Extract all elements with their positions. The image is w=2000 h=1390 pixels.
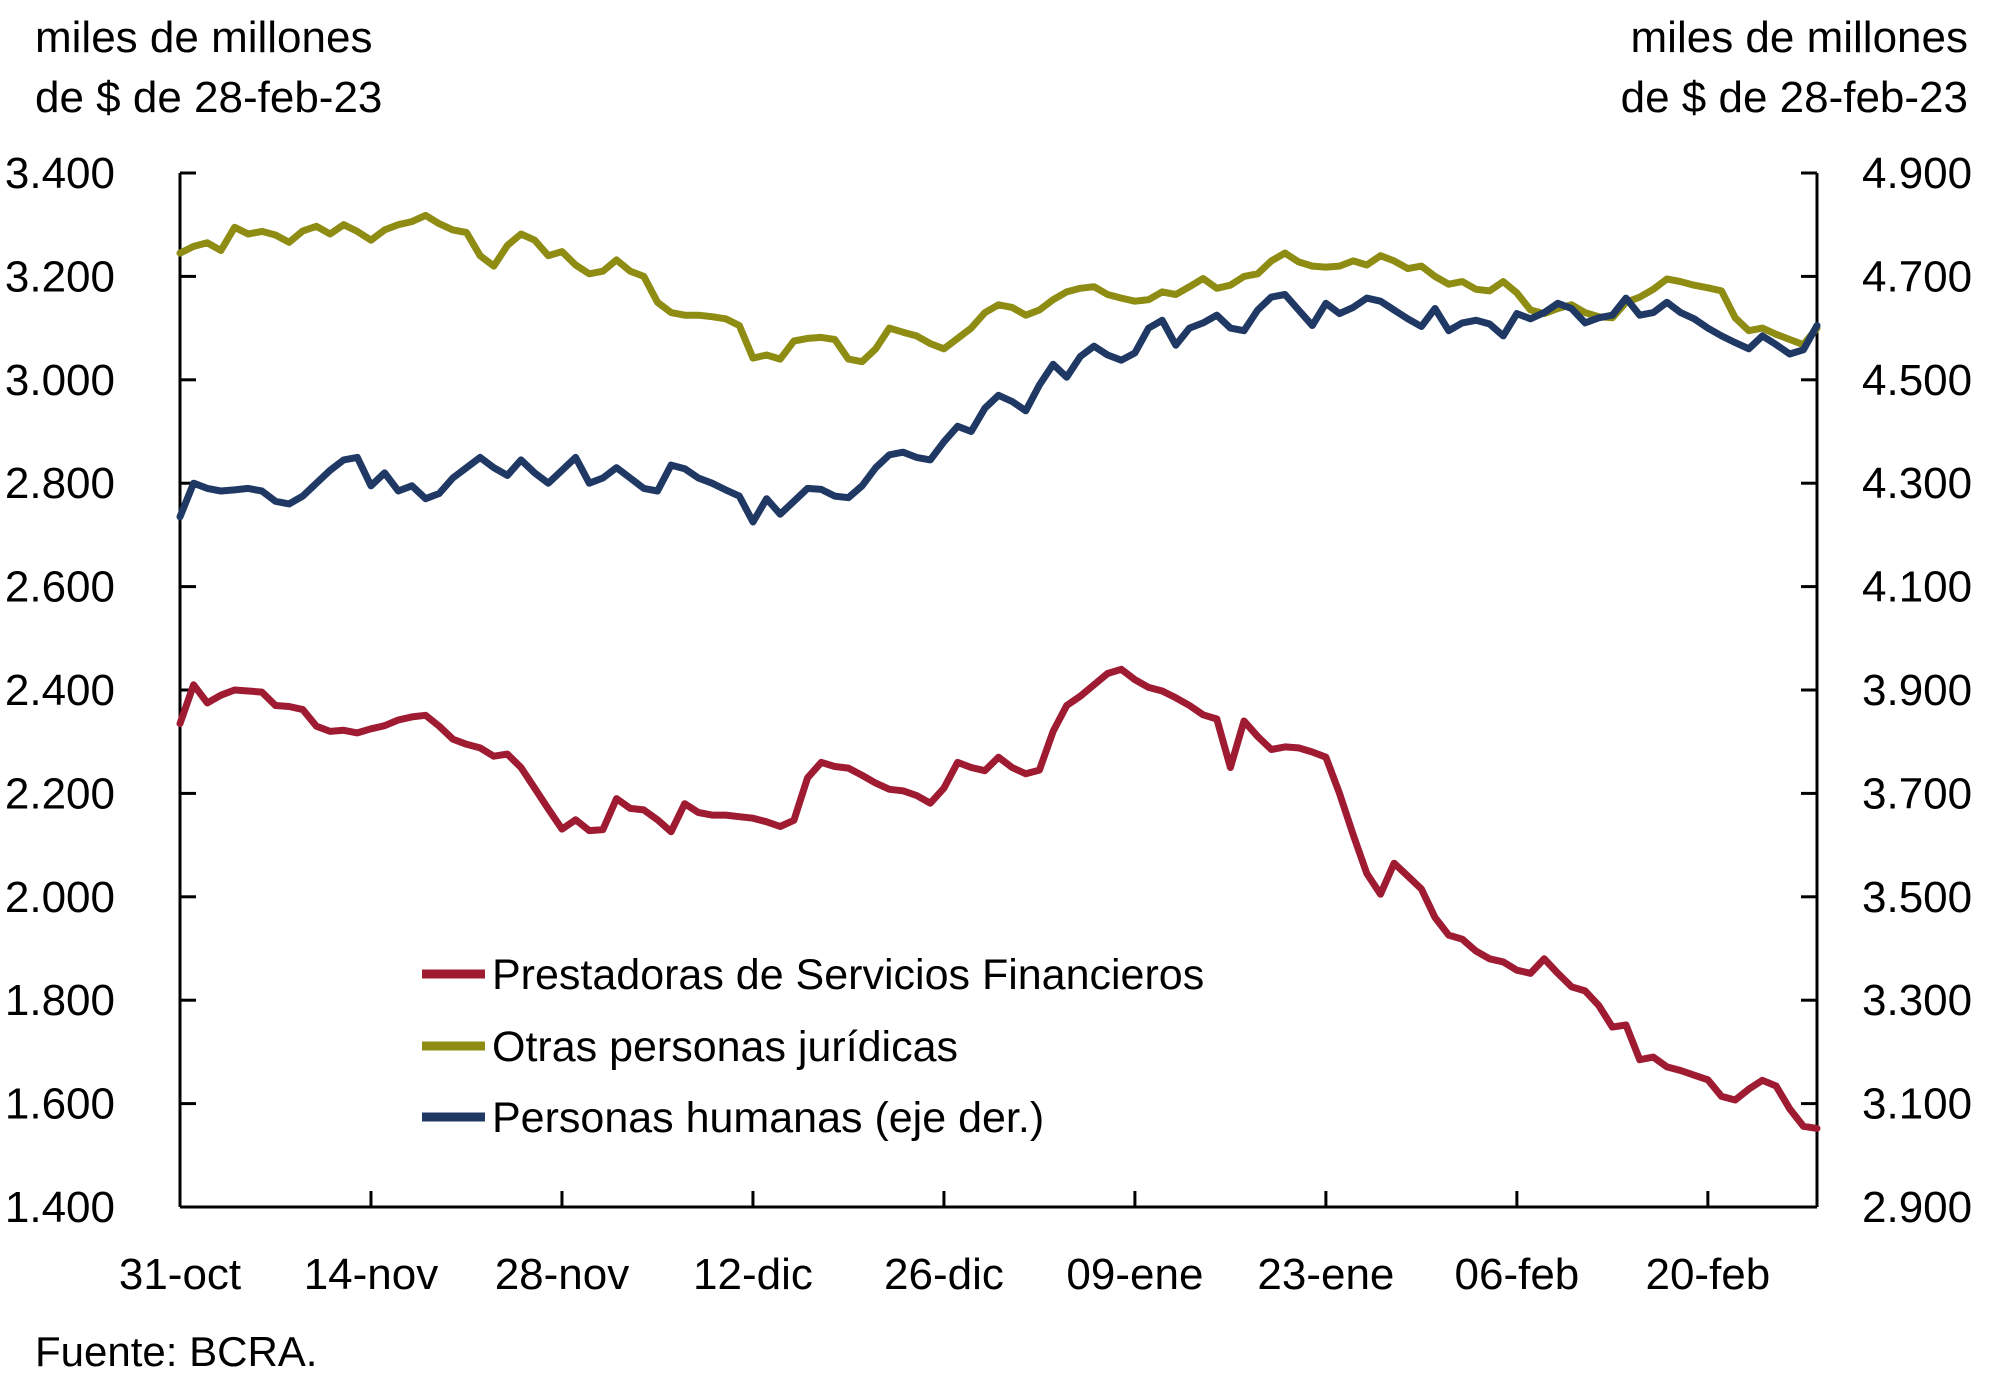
x-axis-ticks: 31-oct 14-nov 28-nov 12-dic 26-dic 09-ene 23-e… bbox=[119, 1191, 1770, 1299]
y-axis-right-tick-label: 4.700 bbox=[1862, 252, 1972, 301]
left-axis-title-line1: miles de millones bbox=[35, 13, 372, 62]
y-axis-left-tick-label: 2.800 bbox=[5, 459, 115, 508]
y-axis-left-tick-label: 2.200 bbox=[5, 769, 115, 818]
x-axis-tick-label: 20-feb bbox=[1645, 1250, 1770, 1299]
series-line-left-prestadoras-de-servicios-financieros bbox=[176, 665, 1821, 1132]
y-axis-right-tick-label: 4.900 bbox=[1862, 149, 1972, 198]
y-axis-left-tick-label: 1.400 bbox=[5, 1183, 115, 1232]
y-axis-right-tick-label: 3.100 bbox=[1862, 1080, 1972, 1129]
x-axis-tick-label: 12-dic bbox=[693, 1250, 813, 1299]
y-axis-left-tick-label: 2.000 bbox=[5, 873, 115, 922]
y-axis-right-tick-label: 2.900 bbox=[1862, 1183, 1972, 1232]
x-axis-tick-label: 23-ene bbox=[1257, 1250, 1394, 1299]
y-axis-right-ticks: 4.900 4.700 4.500 4.300 4.100 3.900 3.700 3.500… bbox=[1801, 149, 1972, 1232]
axes bbox=[178, 173, 1819, 1209]
x-axis-tick-label: 06-feb bbox=[1455, 1250, 1580, 1299]
legend-label-prestadoras: Prestadoras de Servicios Financieros bbox=[492, 951, 1204, 999]
x-axis-tick-label: 28-nov bbox=[495, 1250, 630, 1299]
y-axis-right-tick-label: 3.900 bbox=[1862, 666, 1972, 715]
y-axis-left-tick-label: 1.600 bbox=[5, 1080, 115, 1129]
left-axis-title-line2: de $ de 28-feb-23 bbox=[35, 73, 382, 122]
x-axis-tick-label: 31-oct bbox=[119, 1250, 241, 1299]
x-axis-tick-label: 26-dic bbox=[884, 1250, 1004, 1299]
series-lines bbox=[176, 211, 1821, 1132]
x-axis-tick-label: 09-ene bbox=[1066, 1250, 1203, 1299]
series-line-left-otras-personas-jur-dicas bbox=[176, 211, 1821, 366]
right-axis-title-line1: miles de millones bbox=[1631, 13, 1968, 62]
y-axis-right-tick-label: 4.500 bbox=[1862, 356, 1972, 405]
y-axis-left-tick-label: 2.400 bbox=[5, 666, 115, 715]
y-axis-right-tick-label: 4.100 bbox=[1862, 563, 1972, 612]
legend: Prestadoras de Servicios Financieros Otr… bbox=[422, 951, 1204, 1142]
legend-label-otras-personas-juridicas: Otras personas jurídicas bbox=[492, 1023, 958, 1071]
series-line-right-personas-humanas-eje-der bbox=[176, 291, 1821, 526]
y-axis-left-tick-label: 2.600 bbox=[5, 563, 115, 612]
y-axis-right-tick-label: 3.500 bbox=[1862, 873, 1972, 922]
legend-label-personas-humanas: Personas humanas (eje der.) bbox=[492, 1094, 1044, 1142]
right-axis-title-line2: de $ de 28-feb-23 bbox=[1621, 73, 1968, 122]
y-axis-left-tick-label: 3.400 bbox=[5, 149, 115, 198]
y-axis-left-tick-label: 3.000 bbox=[5, 356, 115, 405]
y-axis-left-ticks: 3.400 3.200 3.000 2.800 2.600 2.400 2.200 2.000… bbox=[5, 149, 196, 1232]
y-axis-left-tick-label: 3.200 bbox=[5, 252, 115, 301]
x-axis-tick-label: 14-nov bbox=[304, 1250, 439, 1299]
y-axis-right-tick-label: 3.700 bbox=[1862, 769, 1972, 818]
y-axis-left-tick-label: 1.800 bbox=[5, 976, 115, 1025]
y-axis-right-tick-label: 4.300 bbox=[1862, 459, 1972, 508]
y-axis-right-tick-label: 3.300 bbox=[1862, 976, 1972, 1025]
source-note: Fuente: BCRA. bbox=[35, 1328, 317, 1375]
